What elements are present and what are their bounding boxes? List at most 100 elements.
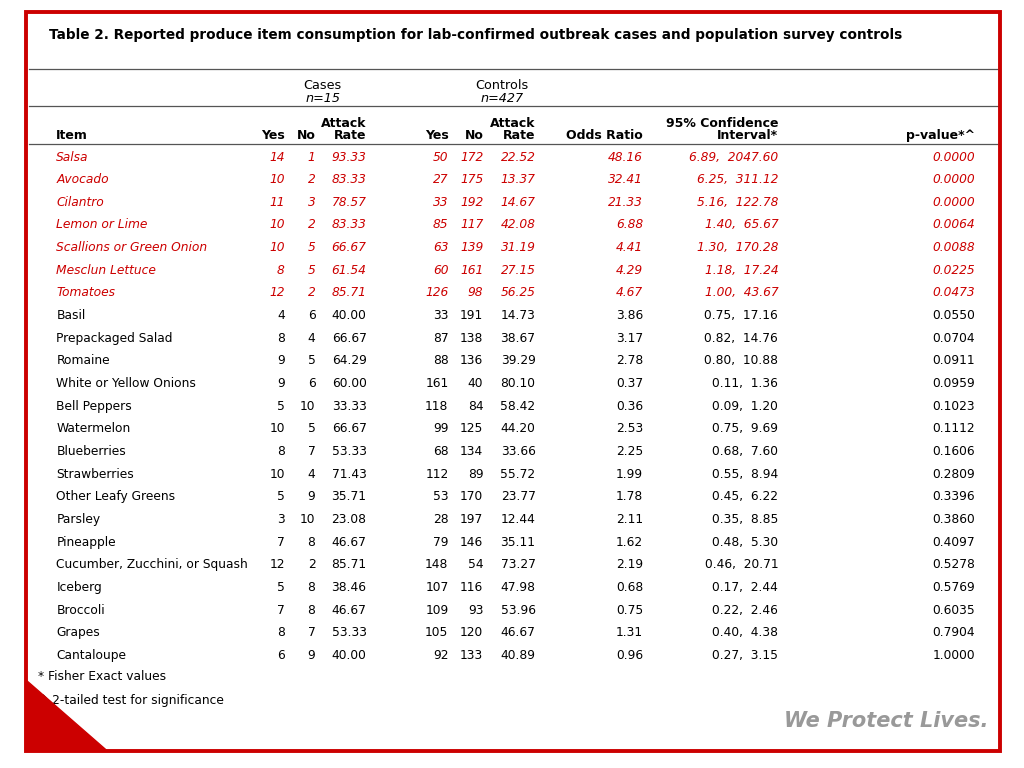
Text: 31.19: 31.19 (501, 241, 536, 254)
Text: 9: 9 (276, 354, 285, 367)
Text: 9: 9 (307, 649, 315, 662)
Text: 112: 112 (425, 468, 449, 481)
Text: 71.43: 71.43 (332, 468, 367, 481)
Text: 1.99: 1.99 (616, 468, 643, 481)
Text: 0.6035: 0.6035 (932, 604, 975, 617)
Text: 0.45,  6.22: 0.45, 6.22 (713, 490, 778, 503)
Text: 10: 10 (269, 241, 285, 254)
Text: 55.72: 55.72 (501, 468, 536, 481)
Text: 191: 191 (460, 310, 483, 322)
Text: 0.0000: 0.0000 (932, 151, 975, 164)
Text: 117: 117 (460, 218, 483, 231)
Text: Rate: Rate (334, 129, 367, 142)
Text: 7: 7 (276, 535, 285, 548)
Text: 7: 7 (276, 604, 285, 617)
Text: 83.33: 83.33 (332, 218, 367, 231)
Text: 87: 87 (433, 332, 449, 345)
Text: * Fisher Exact values: * Fisher Exact values (38, 670, 166, 684)
Text: 5: 5 (307, 241, 315, 254)
Text: 39.29: 39.29 (501, 354, 536, 367)
Text: 6: 6 (276, 649, 285, 662)
Text: 0.0704: 0.0704 (932, 332, 975, 345)
Text: 6: 6 (307, 310, 315, 322)
Text: 139: 139 (460, 241, 483, 254)
Text: 3: 3 (307, 196, 315, 209)
Text: 8: 8 (276, 445, 285, 458)
Text: 2: 2 (307, 174, 315, 186)
Text: Cantaloupe: Cantaloupe (56, 649, 126, 662)
Text: 60.00: 60.00 (332, 377, 367, 390)
Text: 42.08: 42.08 (501, 218, 536, 231)
Text: 9: 9 (307, 490, 315, 503)
Text: 46.67: 46.67 (501, 626, 536, 639)
Text: 138: 138 (460, 332, 483, 345)
Text: 8: 8 (307, 535, 315, 548)
Text: 89: 89 (468, 468, 483, 481)
Text: 21.33: 21.33 (608, 196, 643, 209)
Text: Mesclun Lettuce: Mesclun Lettuce (56, 263, 157, 276)
Text: 0.75,  17.16: 0.75, 17.16 (705, 310, 778, 322)
Text: 6.25,  311.12: 6.25, 311.12 (697, 174, 778, 186)
Text: 8: 8 (276, 626, 285, 639)
Text: 50: 50 (433, 151, 449, 164)
Text: 66.67: 66.67 (332, 332, 367, 345)
Text: 172: 172 (460, 151, 483, 164)
Text: 1.00,  43.67: 1.00, 43.67 (705, 286, 778, 300)
Text: Scallions or Green Onion: Scallions or Green Onion (56, 241, 208, 254)
Text: Yes: Yes (425, 129, 449, 142)
Text: 2.78: 2.78 (615, 354, 643, 367)
Text: 22.52: 22.52 (501, 151, 536, 164)
Text: 7: 7 (307, 445, 315, 458)
Text: 0.22,  2.46: 0.22, 2.46 (713, 604, 778, 617)
Text: 0.5769: 0.5769 (932, 581, 975, 594)
Text: 0.35,  8.85: 0.35, 8.85 (712, 513, 778, 526)
Text: 53.33: 53.33 (332, 626, 367, 639)
Text: 63: 63 (433, 241, 449, 254)
Text: 83.33: 83.33 (332, 174, 367, 186)
Text: Romaine: Romaine (56, 354, 110, 367)
Text: 92: 92 (433, 649, 449, 662)
Text: 40: 40 (468, 377, 483, 390)
Text: Basil: Basil (56, 310, 86, 322)
Text: 0.1112: 0.1112 (932, 422, 975, 435)
Text: 161: 161 (425, 377, 449, 390)
Text: 0.09,  1.20: 0.09, 1.20 (713, 399, 778, 412)
Text: Blueberries: Blueberries (56, 445, 126, 458)
Text: No: No (465, 129, 483, 142)
Text: 0.3860: 0.3860 (932, 513, 975, 526)
Text: 5: 5 (307, 422, 315, 435)
Text: 0.37: 0.37 (616, 377, 643, 390)
Text: Odds Ratio: Odds Ratio (566, 129, 643, 142)
Text: 0.2809: 0.2809 (932, 468, 975, 481)
Text: p-value*^: p-value*^ (905, 129, 975, 142)
Text: 12: 12 (269, 286, 285, 300)
Text: 0.68,  7.60: 0.68, 7.60 (713, 445, 778, 458)
Text: 0.27,  3.15: 0.27, 3.15 (713, 649, 778, 662)
Text: 6: 6 (307, 377, 315, 390)
Text: 1.18,  17.24: 1.18, 17.24 (705, 263, 778, 276)
Text: 12: 12 (269, 558, 285, 571)
Text: 10: 10 (269, 174, 285, 186)
Text: 58.42: 58.42 (501, 399, 536, 412)
Text: 33: 33 (433, 310, 449, 322)
Text: 0.0959: 0.0959 (932, 377, 975, 390)
Text: 23.08: 23.08 (332, 513, 367, 526)
Text: 126: 126 (425, 286, 449, 300)
Text: 5: 5 (307, 354, 315, 367)
Text: 2.11: 2.11 (616, 513, 643, 526)
Text: 0.17,  2.44: 0.17, 2.44 (713, 581, 778, 594)
Text: 13.37: 13.37 (501, 174, 536, 186)
Text: 53: 53 (433, 490, 449, 503)
Text: 3.17: 3.17 (616, 332, 643, 345)
Text: Controls: Controls (475, 79, 528, 92)
Text: 1.40,  65.67: 1.40, 65.67 (705, 218, 778, 231)
Text: 60: 60 (433, 263, 449, 276)
Text: 3.86: 3.86 (615, 310, 643, 322)
Text: 118: 118 (425, 399, 449, 412)
Text: 10: 10 (269, 218, 285, 231)
Text: 54: 54 (468, 558, 483, 571)
Text: 0.75: 0.75 (615, 604, 643, 617)
Text: 1: 1 (307, 151, 315, 164)
Text: Interval*: Interval* (717, 129, 778, 142)
Polygon shape (26, 680, 108, 751)
